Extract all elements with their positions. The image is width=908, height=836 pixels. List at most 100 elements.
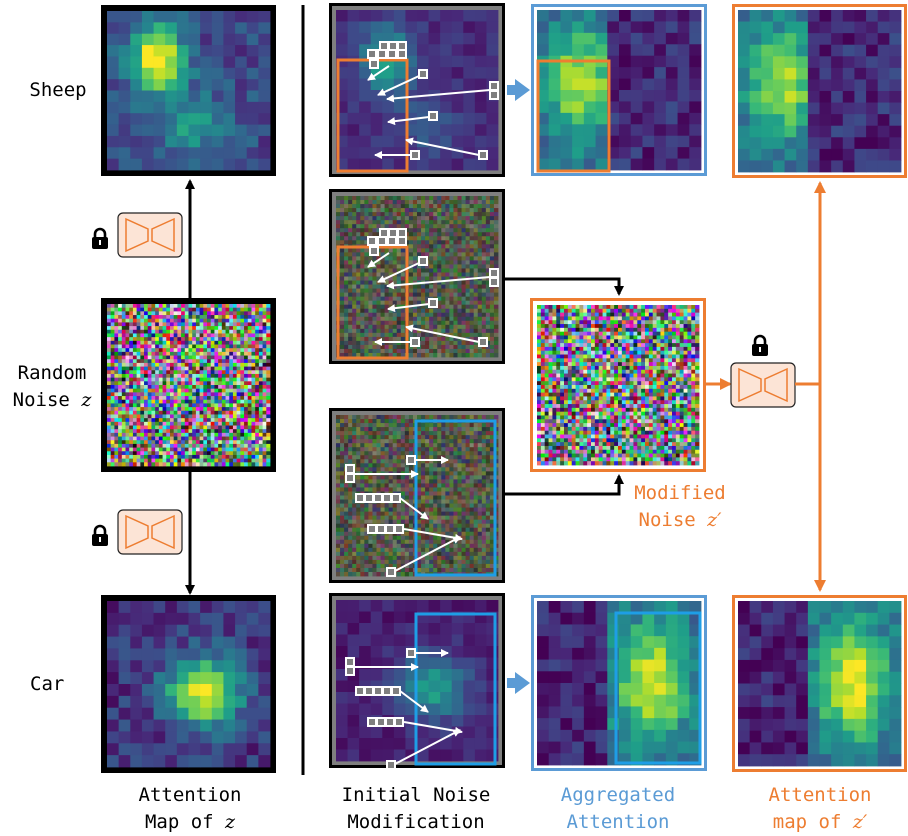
noise-pixel [429, 224, 433, 228]
heatmap-cell [119, 637, 131, 649]
heatmap-cell [165, 22, 177, 34]
noise-pixel [181, 345, 185, 349]
noise-pixel [226, 389, 230, 393]
heatmap-cell [429, 147, 441, 159]
noise-pixel [482, 244, 486, 248]
noise-pixel [211, 330, 215, 334]
noise-pixel [364, 341, 368, 345]
heatmap-cell [119, 34, 131, 46]
noise-pixel [397, 552, 401, 556]
noise-pixel [240, 426, 244, 430]
noise-pixel [401, 297, 405, 301]
noise-pixel [356, 268, 360, 272]
noise-pixel [449, 236, 453, 240]
noise-pixel [251, 315, 255, 319]
noise-pixel [445, 264, 449, 268]
heatmap-cell [177, 136, 189, 148]
noise-pixel [222, 396, 226, 400]
noise-pixel [174, 451, 178, 455]
noise-pixel [148, 414, 152, 418]
heatmap-cell [154, 91, 166, 103]
noise-pixel [229, 367, 233, 371]
noise-pixel [356, 208, 360, 212]
noise-pixel [401, 443, 405, 447]
noise-pixel [421, 236, 425, 240]
noise-pixel [389, 313, 393, 317]
noise-pixel [453, 325, 457, 329]
noise-pixel [107, 304, 111, 308]
heatmap-cell [177, 125, 189, 137]
noise-pixel [192, 337, 196, 341]
noise-pixel [237, 370, 241, 374]
noise-pixel [111, 411, 115, 415]
heatmap-cell [247, 136, 259, 148]
noise-pixel [114, 433, 118, 437]
noise-pixel [425, 228, 429, 232]
noise-pixel [140, 326, 144, 330]
noise-pixel [437, 200, 441, 204]
noise-pixel [229, 359, 233, 363]
noise-pixel [226, 370, 230, 374]
noise-pixel [360, 560, 364, 564]
noise-pixel [218, 367, 222, 371]
noise-pixel [352, 333, 356, 337]
heatmap-cell [177, 696, 189, 708]
noise-pixel [129, 356, 133, 360]
noise-pixel [144, 418, 148, 422]
noise-pixel [137, 396, 141, 400]
noise-pixel [421, 423, 425, 427]
heatmap-cell [486, 101, 498, 113]
noise-pixel [259, 330, 263, 334]
noise-pixel [340, 268, 344, 272]
noise-pixel [433, 349, 437, 353]
noise-pixel [259, 403, 263, 407]
noise-pixel [470, 212, 474, 216]
noise-pixel [352, 504, 356, 508]
heatmap-cell [223, 22, 235, 34]
noise-pixel [393, 483, 397, 487]
noise-pixel [490, 196, 494, 200]
noise-pixel [151, 433, 155, 437]
noise-pixel [364, 459, 368, 463]
noise-pixel [192, 308, 196, 312]
noise-pixel [393, 252, 397, 256]
noise-pixel [233, 440, 237, 444]
heatmap-cell [247, 660, 259, 672]
noise-pixel [214, 389, 218, 393]
noise-pixel [170, 326, 174, 330]
noise-pixel [413, 301, 417, 305]
noise-pixel [433, 321, 437, 325]
noise-pixel [381, 455, 385, 459]
noise-pixel [441, 345, 445, 349]
noise-pixel [385, 544, 389, 548]
noise-pixel [348, 341, 352, 345]
noise-pixel [364, 439, 368, 443]
noise-pixel [486, 244, 490, 248]
noise-pixel [137, 459, 141, 463]
noise-pixel [122, 403, 126, 407]
noise-pixel [192, 433, 196, 437]
noise-pixel [214, 448, 218, 452]
noise-pixel [114, 429, 118, 433]
noise-pixel [200, 381, 204, 385]
noise-pixel [148, 455, 152, 459]
heatmap-cell [359, 21, 371, 33]
heatmap-cell [223, 45, 235, 57]
noise-pixel [229, 330, 233, 334]
noise-pixel [148, 385, 152, 389]
noise-pixel [462, 325, 466, 329]
noise-pixel [360, 427, 364, 431]
noise-pixel [214, 337, 218, 341]
noise-pixel [189, 403, 193, 407]
noise-pixel [244, 455, 248, 459]
noise-pixel [462, 248, 466, 252]
noise-pixel [405, 491, 409, 495]
noise-pixel [229, 356, 233, 360]
noise-pixel [189, 363, 193, 367]
noise-pixel [214, 444, 218, 448]
heatmap-cell [371, 10, 383, 22]
noise-pixel [356, 512, 360, 516]
noise-pixel [226, 359, 230, 363]
noise-pixel [377, 475, 381, 479]
noise-pixel [192, 363, 196, 367]
